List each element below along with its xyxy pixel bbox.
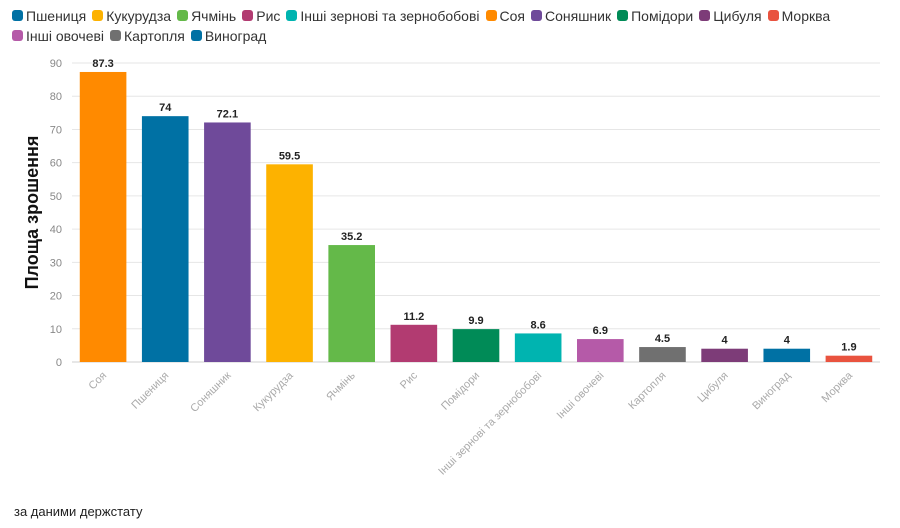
legend-label: Соя <box>499 7 525 24</box>
legend-swatch <box>617 10 629 21</box>
legend-item[interactable]: Картопля <box>110 27 185 44</box>
bar <box>701 348 748 362</box>
legend-swatch <box>485 10 497 21</box>
legend-label: Морква <box>781 7 831 24</box>
legend-label: Соняшник <box>544 7 612 24</box>
legend-item[interactable]: Кукурудза <box>92 7 171 24</box>
data-label: 4 <box>722 335 729 347</box>
legend-item[interactable]: Ячмінь <box>177 7 236 24</box>
y-tick-label: 30 <box>50 257 62 269</box>
legend-item[interactable]: Пшениця <box>12 7 86 24</box>
legend-item[interactable]: Інші овочеві <box>12 27 104 44</box>
x-tick-label: Пшениця <box>129 370 171 412</box>
legend-label: Цибуля <box>713 7 762 24</box>
legend-item[interactable]: Цибуля <box>699 7 762 24</box>
legend-swatch <box>699 10 711 21</box>
data-label: 6.9 <box>593 325 608 337</box>
legend-label: Картопля <box>124 27 185 44</box>
bar <box>763 348 811 362</box>
legend-label: Помідори <box>631 7 694 24</box>
legend-item[interactable]: Рис <box>242 7 280 24</box>
legend-label: Виноград <box>204 27 267 44</box>
legend-label: Пшениця <box>26 7 87 24</box>
data-label: 11.2 <box>403 311 424 323</box>
legend-label: Рис <box>256 7 281 24</box>
bar <box>266 164 313 362</box>
legend-item[interactable]: Помідори <box>617 7 693 24</box>
x-tick-label: Виноград <box>750 369 793 412</box>
x-tick-label: Рис <box>398 369 420 391</box>
data-label: 9.9 <box>468 315 483 327</box>
y-tick-label: 20 <box>50 291 62 303</box>
data-label: 4.5 <box>655 333 670 345</box>
bar <box>204 122 251 363</box>
bar <box>390 324 438 362</box>
legend-item[interactable]: Морква <box>767 7 831 24</box>
y-tick-label: 0 <box>56 357 62 369</box>
legend-swatch <box>190 30 202 41</box>
legend-swatch <box>530 10 542 21</box>
legend-swatch <box>110 30 122 41</box>
legend-swatch <box>286 10 298 21</box>
legend-item[interactable]: Інші зернові та зернобобові <box>286 7 480 24</box>
y-tick-label: 70 <box>50 124 62 136</box>
y-tick-label: 10 <box>50 324 62 336</box>
x-tick-label: Інші зернові та зернобобові <box>436 370 544 478</box>
data-label: 59.5 <box>279 150 300 162</box>
data-label: 74 <box>159 102 172 114</box>
data-label: 1.9 <box>841 342 856 354</box>
x-tick-label: Соя <box>87 370 110 393</box>
legend-swatch <box>92 10 104 21</box>
x-tick-label: Ячмінь <box>324 369 358 403</box>
legend-swatch <box>767 10 779 21</box>
bar <box>328 245 375 362</box>
legend-label: Кукурудза <box>106 7 172 24</box>
legend-label: Інші зернові та зернобобові <box>300 7 480 24</box>
x-tick-label: Помідори <box>439 370 482 413</box>
y-axis-title: Площа зрошення <box>22 136 42 290</box>
x-tick-label: Інші овочеві <box>555 370 607 422</box>
legend-label: Інші овочеві <box>26 27 105 44</box>
y-tick-label: 90 <box>50 58 62 70</box>
chart-legend: Пшениця Кукурудза Ячмінь Рис Інші зернові та… <box>12 7 892 44</box>
y-tick-label: 60 <box>50 158 62 170</box>
bar <box>825 355 873 362</box>
bar <box>514 333 562 362</box>
y-tick-label: 80 <box>50 91 62 103</box>
legend-swatch <box>12 30 23 41</box>
legend-swatch <box>12 10 23 21</box>
legend-swatch <box>242 10 254 21</box>
x-tick-label: Цибуля <box>695 370 730 405</box>
legend-swatch <box>177 10 189 21</box>
x-tick-label: Картопля <box>626 370 668 412</box>
x-tick-label: Кукурудза <box>251 369 296 414</box>
legend-label: Ячмінь <box>191 7 237 24</box>
bar <box>141 116 189 363</box>
data-label: 35.2 <box>341 231 362 243</box>
legend-item[interactable]: Виноград <box>190 27 267 44</box>
x-tick-label: Морква <box>820 369 856 405</box>
source-note: за даними держстату <box>14 504 143 519</box>
legend-item[interactable]: Соняшник <box>530 7 612 24</box>
x-tick-label: Соняшник <box>188 370 233 415</box>
data-label: 72.1 <box>217 108 238 120</box>
data-label: 8.6 <box>531 319 546 331</box>
bar <box>79 71 127 362</box>
bar <box>639 347 686 362</box>
legend-item[interactable]: Соя <box>485 7 525 24</box>
data-label: 4 <box>784 335 791 347</box>
bar <box>452 329 500 362</box>
y-tick-label: 50 <box>50 191 62 203</box>
y-tick-label: 40 <box>50 224 62 236</box>
bar <box>577 339 624 362</box>
data-label: 87.3 <box>92 58 113 70</box>
